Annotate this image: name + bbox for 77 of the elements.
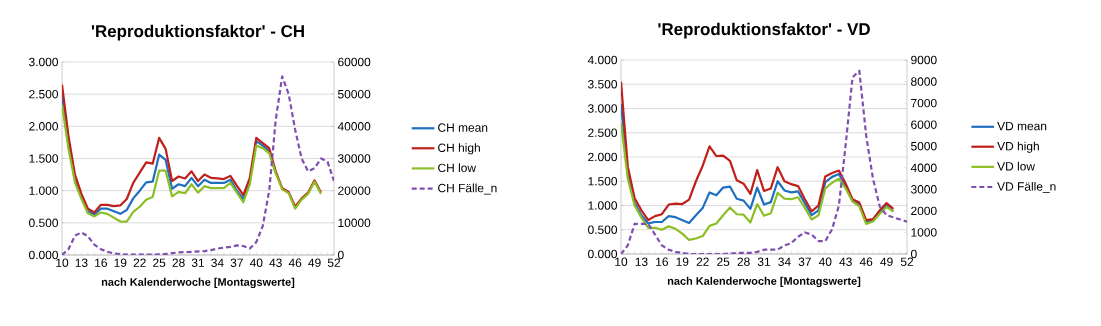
x-tick-label: 10	[56, 258, 69, 267]
y2-tick-label: 8000	[911, 77, 937, 86]
chart-title: 'Reproduktionsfaktor' - VD	[658, 22, 870, 39]
x-tick-label: 22	[696, 257, 709, 266]
x-tick-label: 13	[635, 257, 648, 266]
y-tick-label: 2.000	[29, 122, 59, 131]
y2-tick-label: 9000	[911, 55, 937, 65]
x-tick-label: 16	[95, 258, 107, 267]
y2-tick-label: 40000	[337, 122, 371, 131]
x-tick-label: 40	[249, 258, 263, 267]
y2-tick-label: 60000	[338, 57, 371, 67]
x-tick-label: 19	[114, 258, 127, 267]
x-tick-label: 25	[717, 257, 730, 266]
y-tick-label: 3.500	[588, 80, 618, 89]
y2-tick-label: 0	[911, 249, 917, 259]
y-tick-label: 1.500	[588, 177, 618, 186]
x-tick-label: 28	[737, 257, 750, 266]
x-tick-label: 37	[230, 258, 243, 267]
y2-tick-label: 2000	[911, 206, 937, 216]
y2-tick-label: 1000	[911, 228, 937, 237]
x-tick-label: 13	[75, 258, 88, 267]
x-tick-label: 31	[757, 257, 771, 266]
legend-label: VD low	[997, 161, 1036, 171]
y-tick-label: 1.500	[29, 154, 59, 163]
x-axis-title: nach Kalenderwoche [Montagswerte]	[667, 276, 861, 288]
x-tick-label: 49	[308, 258, 321, 267]
y2-tick-label: 7000	[911, 98, 937, 108]
x-tick-label: 52	[900, 257, 914, 266]
legend-label: CH low	[438, 163, 477, 173]
x-tick-label: 34	[778, 257, 791, 266]
y2-tick-label: 6000	[911, 120, 937, 129]
y2-tick-label: 30000	[337, 154, 371, 163]
y2-tick-label: 4000	[910, 163, 937, 172]
x-tick-label: 34	[211, 258, 224, 267]
y2-tick-label: 10000	[338, 218, 371, 228]
y-tick-label: 2.500	[588, 128, 618, 137]
legend-label: VD high	[997, 141, 1039, 153]
x-tick-label: 46	[288, 258, 302, 267]
line-series	[621, 121, 895, 242]
y2-tick-label: 5000	[911, 142, 937, 151]
y-tick-label: 4.000	[587, 55, 618, 65]
legend-label: CH Fälle_n	[438, 183, 497, 195]
x-axis-title: nach Kalenderwoche [Montagswerte]	[101, 277, 295, 289]
x-tick-label: 31	[191, 258, 205, 267]
legend-label: VD Fälle_n	[997, 181, 1056, 193]
y-tick-label: 2.000	[588, 152, 618, 162]
x-tick-label: 22	[133, 258, 146, 267]
x-tick-label: 49	[880, 257, 893, 266]
y-tick-label: 0.000	[588, 249, 618, 259]
x-tick-label: 25	[153, 258, 166, 267]
y-tick-label: 1.000	[588, 201, 618, 210]
y-tick-label: 0.500	[588, 225, 618, 234]
y-tick-label: 3.000	[588, 104, 618, 113]
chart-title: 'Reproduktionsfaktor' - CH	[91, 24, 304, 41]
legend-label: CH mean	[438, 123, 488, 132]
x-tick-label: 43	[839, 257, 852, 266]
x-tick-label: 10	[615, 257, 628, 266]
x-tick-label: 52	[327, 258, 341, 267]
y-tick-label: 0.500	[29, 218, 59, 228]
x-tick-label: 37	[798, 257, 811, 266]
x-tick-label: 43	[269, 258, 282, 267]
x-tick-label: 16	[656, 257, 668, 266]
y2-tick-label: 3000	[910, 185, 937, 194]
y-tick-label: 1.000	[29, 186, 59, 195]
y2-tick-label: 20000	[338, 186, 371, 195]
line-series	[621, 80, 895, 222]
legend-label: VD mean	[997, 121, 1047, 131]
y2-tick-label: 50000	[338, 89, 371, 99]
legend-label: CH high	[438, 143, 480, 155]
x-tick-label: 28	[172, 258, 185, 267]
x-tick-label: 19	[676, 257, 689, 266]
y-tick-label: 3.000	[29, 57, 59, 67]
y2-tick-label: 0	[337, 250, 344, 260]
y-tick-label: 2.500	[29, 89, 59, 99]
y-tick-label: 0.000	[29, 250, 59, 260]
x-tick-label: 46	[859, 257, 873, 266]
x-tick-label: 40	[818, 257, 832, 266]
